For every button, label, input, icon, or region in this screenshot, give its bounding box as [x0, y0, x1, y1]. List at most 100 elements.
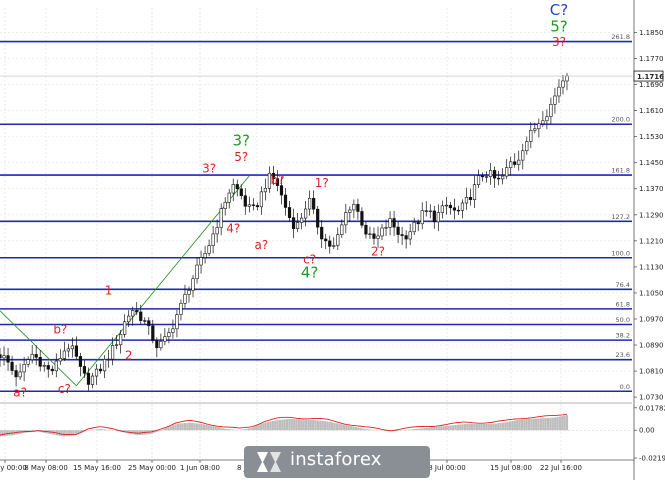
candle-body	[549, 103, 553, 117]
candle-body	[211, 233, 215, 246]
candle-body	[171, 328, 175, 333]
fib-level-label: 0.0	[620, 383, 630, 391]
candle-body	[493, 170, 497, 179]
candle-body	[235, 184, 239, 190]
candle-body	[529, 130, 533, 142]
candle-body	[432, 210, 436, 223]
candle-body	[42, 365, 46, 367]
candle-body	[70, 345, 74, 350]
candle-body	[440, 205, 444, 213]
candle-body	[0, 354, 2, 359]
candle-body	[151, 325, 155, 341]
candle-body	[456, 209, 461, 212]
candle-body	[384, 227, 388, 229]
instaforex-logo-text: instaforex	[290, 449, 382, 470]
candle-body	[243, 195, 247, 207]
wave-label: a?	[255, 238, 269, 252]
y-tick-label: 1.1370	[639, 185, 664, 193]
x-tick-label: 22 Jul 16:00	[540, 464, 582, 472]
current-price-box	[633, 70, 664, 82]
wave-label: 5?	[234, 150, 248, 164]
x-tick-label: 15 Jul 08:00	[490, 464, 532, 472]
candle-body	[416, 222, 420, 225]
candle-body	[46, 365, 50, 370]
candle-body	[320, 226, 324, 240]
oscillator-tick-label: -0.02198	[639, 455, 665, 463]
instaforex-logo-icon	[257, 452, 281, 472]
candle-body	[332, 245, 336, 247]
candle-body	[187, 290, 191, 295]
candle-body	[86, 372, 91, 385]
candle-body	[175, 314, 179, 330]
candle-body	[476, 175, 481, 186]
y-tick-label: 1.1210	[639, 237, 664, 245]
y-tick-label: 1.1690	[639, 81, 664, 89]
candle-body	[167, 332, 171, 337]
wave-label: 1?	[315, 176, 329, 190]
wave-label: 5?	[550, 17, 568, 35]
candle-body	[396, 226, 400, 235]
candle-body	[10, 361, 14, 371]
candle-body	[143, 320, 147, 322]
candle-body	[501, 175, 505, 180]
candle-body	[227, 192, 231, 203]
candle-body	[424, 210, 428, 212]
candle-body	[54, 360, 58, 372]
candle-body	[295, 222, 300, 229]
fib-level-label: 100.0	[611, 249, 630, 257]
candle-body	[400, 234, 404, 236]
candle-body	[110, 345, 115, 360]
x-tick-label: 15 May 16:00	[73, 464, 121, 472]
candle-body	[30, 354, 34, 360]
candle-body	[392, 218, 396, 228]
candle-body	[376, 235, 380, 239]
candle-body	[18, 371, 22, 378]
candle-body	[147, 320, 151, 327]
candle-body	[22, 364, 26, 373]
y-tick-label: 1.1850	[639, 29, 664, 37]
chart-grid	[0, 8, 632, 458]
y-tick-label: 1.1050	[639, 289, 664, 297]
candle-body	[62, 350, 66, 359]
candle-body	[271, 172, 276, 179]
candle-body	[340, 224, 344, 235]
candle-body	[352, 204, 356, 211]
fib-level-label: 261.8	[611, 33, 630, 41]
fib-level-label: 50.0	[616, 316, 630, 324]
candle-body	[78, 356, 83, 367]
candle-body	[452, 207, 457, 211]
candle-body	[344, 212, 348, 226]
candle-body	[50, 368, 54, 372]
wave-label: 2	[125, 349, 133, 363]
fib-level-label: 38.2	[616, 332, 630, 340]
candle-body	[444, 204, 448, 207]
candle-body	[247, 204, 251, 207]
wave-label: 3?	[233, 131, 251, 149]
fib-level-label: 23.6	[616, 351, 630, 359]
candle-body	[195, 264, 199, 280]
candle-body	[26, 359, 30, 365]
x-tick-label: 1 Jun 08:00	[180, 464, 220, 472]
candle-body	[203, 253, 207, 258]
wave-label: b?	[53, 323, 67, 337]
wave-label: C?	[550, 1, 568, 19]
wave-label: 3?	[552, 35, 566, 49]
wave-label: 3?	[202, 161, 216, 175]
candle-body	[324, 238, 328, 242]
price-series	[0, 72, 569, 391]
candle-body	[6, 355, 10, 363]
x-tick-label: 8 May 08:00	[24, 464, 68, 472]
candle-body	[360, 211, 364, 226]
candle-body	[255, 205, 259, 208]
candle-body	[537, 123, 541, 130]
y-tick-label: 1.1530	[639, 133, 664, 141]
candle-body	[420, 210, 424, 225]
wave-label: c?	[58, 382, 71, 396]
fib-level-label: 161.8	[611, 167, 630, 175]
candle-body	[517, 159, 521, 165]
candle-body	[159, 340, 163, 349]
candle-body	[513, 161, 517, 165]
candle-body	[428, 210, 432, 213]
y-tick-label: 1.1130	[639, 263, 664, 271]
